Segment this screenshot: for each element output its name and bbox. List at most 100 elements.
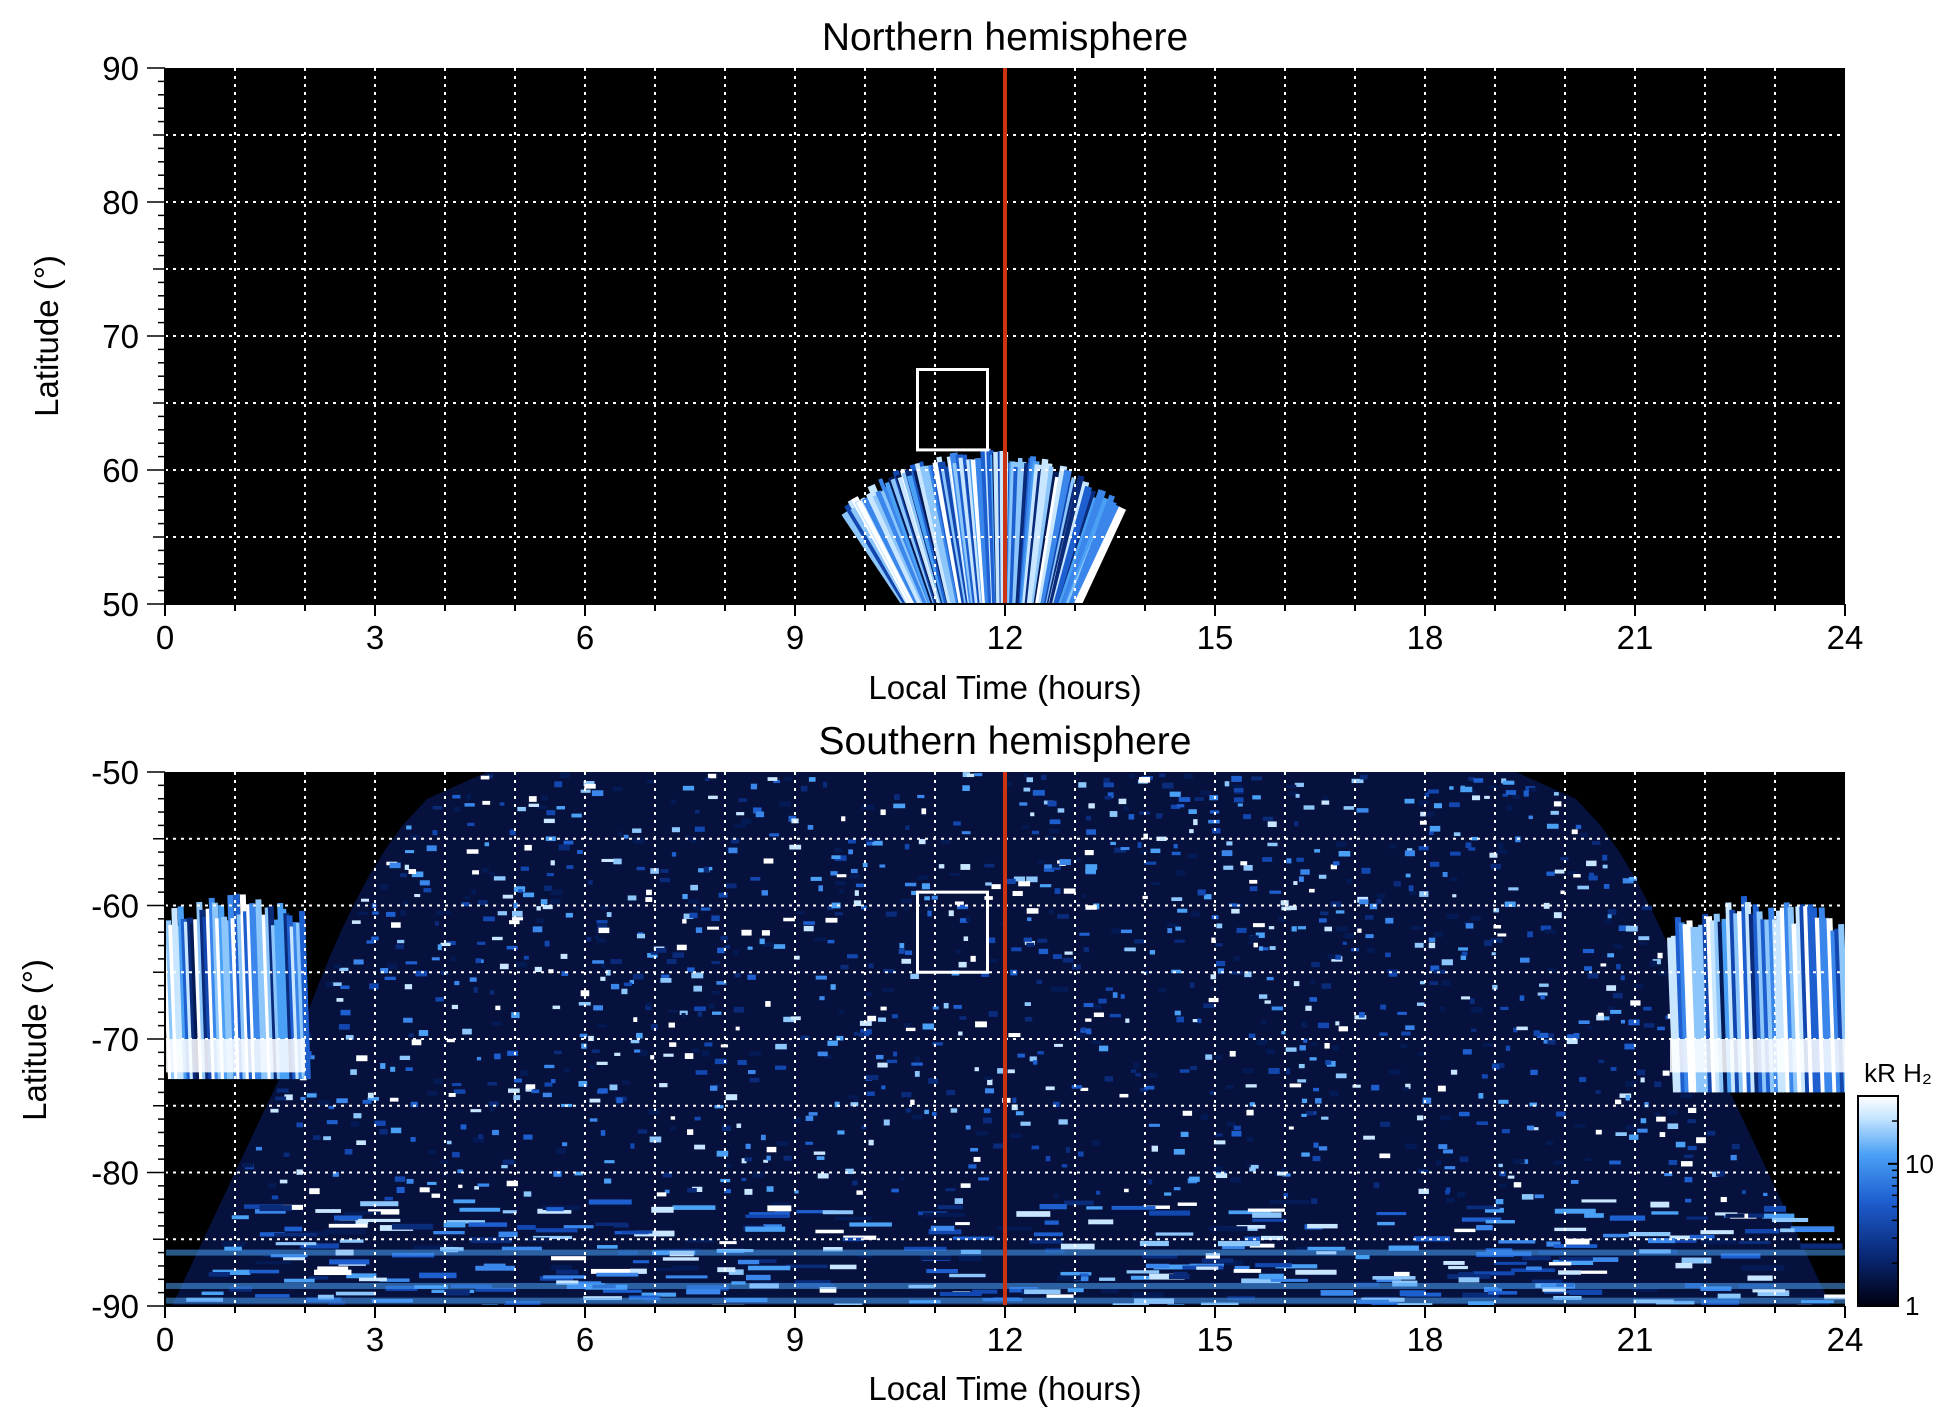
emission-speck xyxy=(971,1289,998,1294)
emission-speck xyxy=(1393,881,1401,887)
emission-speck xyxy=(1468,776,1475,781)
emission-speck xyxy=(1654,1081,1662,1088)
emission-speck xyxy=(1696,1137,1706,1144)
colorbar-label: kR H₂ xyxy=(1864,1058,1932,1088)
x-tick-label: 24 xyxy=(1827,1321,1864,1358)
emission-speck xyxy=(600,905,608,910)
emission-speck xyxy=(513,1078,522,1083)
emission-speck xyxy=(1490,863,1501,870)
emission-speck xyxy=(836,874,847,878)
emission-speck xyxy=(1197,1018,1202,1024)
emission-speck xyxy=(1577,885,1590,890)
emission-speck xyxy=(741,929,752,936)
emission-speck xyxy=(1643,1006,1652,1011)
chart-title-south: Southern hemisphere xyxy=(819,720,1192,763)
emission-speck xyxy=(1491,952,1496,956)
emission-speck xyxy=(476,1056,482,1061)
emission-speck xyxy=(1243,814,1251,820)
emission-north xyxy=(841,448,1127,604)
emission-speck xyxy=(1448,1265,1468,1270)
emission-speck xyxy=(1231,908,1240,914)
emission-speck xyxy=(339,1239,364,1243)
emission-streak xyxy=(1040,469,1072,604)
emission-speck xyxy=(1156,814,1162,819)
emission-speck xyxy=(921,808,927,815)
emission-speck xyxy=(1031,830,1040,835)
emission-speck xyxy=(283,1152,290,1158)
emission-speck xyxy=(630,1143,635,1149)
emission-speck xyxy=(1282,1173,1291,1177)
emission-speck xyxy=(1336,926,1348,932)
emission-speck xyxy=(736,812,745,816)
emission-speck xyxy=(1312,1156,1321,1162)
emission-speck xyxy=(313,1135,321,1140)
emission-speck xyxy=(881,1085,886,1090)
emission-speck xyxy=(1188,1176,1200,1182)
emission-speck xyxy=(1553,912,1562,919)
emission-speck xyxy=(941,839,950,845)
emission-speck xyxy=(1216,923,1223,929)
emission-speck xyxy=(1573,1032,1580,1039)
emission-speck xyxy=(435,997,444,1002)
emission-speck xyxy=(815,1229,844,1234)
emission-speck xyxy=(659,1083,668,1088)
auroral-patch xyxy=(165,893,311,1080)
emission-speck xyxy=(563,840,574,845)
emission-speck xyxy=(1213,1140,1226,1145)
emission-speck xyxy=(1234,1265,1250,1272)
emission-speck xyxy=(1640,1118,1647,1124)
emission-speck xyxy=(1556,1111,1566,1117)
emission-speck xyxy=(1458,1277,1480,1283)
emission-speck xyxy=(406,825,412,830)
emission-speck xyxy=(1046,1294,1074,1298)
emission-speck xyxy=(1630,1000,1641,1006)
emission-speck xyxy=(1720,1253,1761,1259)
emission-speck xyxy=(1309,997,1317,1002)
emission-speck xyxy=(1039,884,1052,888)
emission-speck xyxy=(1419,981,1425,985)
emission-speck xyxy=(1134,939,1144,944)
emission-speck xyxy=(433,1230,465,1235)
emission-speck xyxy=(340,985,350,990)
emission-speck xyxy=(1625,1095,1631,1101)
emission-speck xyxy=(847,1095,859,1099)
emission-speck xyxy=(1681,1257,1712,1264)
emission-speck xyxy=(695,1070,708,1075)
emission-speck xyxy=(1240,861,1248,866)
emission-speck xyxy=(1243,864,1253,871)
emission-speck xyxy=(1158,987,1166,993)
emission-speck xyxy=(704,777,710,782)
emission-speck xyxy=(1081,1027,1086,1032)
emission-speck xyxy=(691,1048,700,1053)
emission-speck xyxy=(1625,1081,1637,1088)
emission-speck xyxy=(1313,1087,1319,1092)
emission-speck xyxy=(932,1042,943,1046)
emission-speck xyxy=(1527,931,1533,938)
emission-speck xyxy=(1166,923,1179,928)
emission-speck xyxy=(753,1280,781,1285)
emission-speck xyxy=(1380,1121,1391,1127)
emission-speck xyxy=(1164,1192,1172,1196)
emission-speck xyxy=(1191,911,1200,917)
emission-speck xyxy=(991,884,1001,890)
emission-speck xyxy=(317,1266,349,1273)
emission-speck xyxy=(371,936,379,941)
emission-speck xyxy=(1215,943,1223,947)
emission-speck xyxy=(367,1097,380,1101)
emission-speck xyxy=(664,1189,670,1194)
emission-speck xyxy=(827,1040,838,1046)
emission-speck xyxy=(1379,1032,1388,1036)
emission-speck xyxy=(650,951,659,955)
emission-speck xyxy=(1700,1230,1734,1235)
emission-speck xyxy=(1029,1056,1037,1062)
colorbar-gradient xyxy=(1857,1095,1899,1307)
emission-speck xyxy=(714,1083,721,1088)
emission-speck xyxy=(753,807,762,814)
y-tick-label: -70 xyxy=(91,1021,139,1058)
emission-speck xyxy=(224,1246,242,1251)
emission-speck xyxy=(469,977,477,982)
emission-speck xyxy=(498,1231,518,1238)
emission-speck xyxy=(885,911,897,917)
emission-speck xyxy=(1553,1160,1564,1165)
emission-speck xyxy=(405,850,415,854)
